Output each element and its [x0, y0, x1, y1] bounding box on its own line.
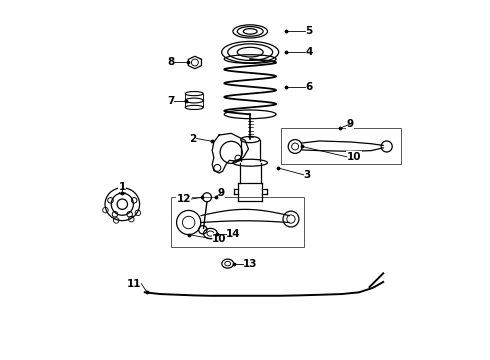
Text: 7: 7	[167, 95, 174, 105]
Text: 10: 10	[212, 234, 227, 244]
Text: 8: 8	[167, 58, 174, 67]
Text: 9: 9	[217, 188, 224, 198]
Text: 13: 13	[243, 258, 258, 269]
Text: 11: 11	[127, 279, 141, 289]
Text: 14: 14	[226, 229, 241, 239]
Text: 4: 4	[305, 47, 313, 57]
Text: 10: 10	[347, 152, 362, 162]
Text: 5: 5	[305, 26, 313, 36]
Bar	[281, 128, 400, 165]
Text: 1: 1	[119, 182, 126, 192]
Text: 3: 3	[304, 170, 311, 180]
Text: 2: 2	[189, 134, 196, 144]
Bar	[171, 197, 304, 247]
Text: 6: 6	[305, 82, 313, 92]
Text: 9: 9	[347, 119, 354, 129]
Text: 12: 12	[177, 194, 192, 204]
